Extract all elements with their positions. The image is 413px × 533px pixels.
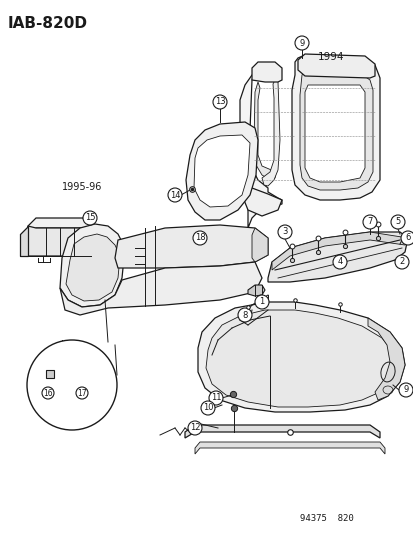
Polygon shape	[60, 224, 125, 307]
Polygon shape	[271, 232, 407, 270]
Text: 7: 7	[366, 217, 372, 227]
Polygon shape	[240, 68, 281, 228]
Polygon shape	[46, 370, 54, 378]
Polygon shape	[247, 285, 264, 296]
Polygon shape	[267, 232, 407, 282]
Polygon shape	[252, 228, 267, 262]
Text: 4: 4	[337, 257, 342, 266]
Circle shape	[27, 340, 117, 430]
Circle shape	[277, 225, 291, 239]
Polygon shape	[304, 85, 364, 182]
Text: 17: 17	[77, 389, 87, 398]
Circle shape	[237, 308, 252, 322]
Polygon shape	[185, 122, 257, 220]
Polygon shape	[299, 70, 372, 190]
Text: 1994: 1994	[317, 52, 344, 62]
Text: 1995-96: 1995-96	[62, 182, 102, 192]
Polygon shape	[243, 188, 281, 216]
Circle shape	[83, 211, 97, 225]
Circle shape	[398, 383, 412, 397]
Circle shape	[76, 387, 88, 399]
Polygon shape	[185, 425, 379, 438]
Polygon shape	[195, 442, 384, 454]
Polygon shape	[28, 226, 91, 256]
Polygon shape	[297, 54, 374, 78]
Text: 18: 18	[194, 233, 205, 243]
Circle shape	[192, 231, 206, 245]
Polygon shape	[254, 82, 275, 180]
Polygon shape	[367, 318, 404, 400]
Text: 11: 11	[210, 393, 221, 402]
Polygon shape	[60, 262, 261, 315]
Text: 8: 8	[242, 311, 247, 319]
Circle shape	[294, 36, 308, 50]
Polygon shape	[197, 302, 404, 412]
Polygon shape	[194, 135, 249, 207]
Text: 12: 12	[189, 424, 200, 432]
Text: IAB-820D: IAB-820D	[8, 16, 88, 31]
Polygon shape	[66, 234, 120, 301]
Text: 1: 1	[259, 297, 264, 306]
Text: 94375  820: 94375 820	[299, 514, 353, 523]
Circle shape	[209, 391, 223, 405]
Circle shape	[254, 295, 268, 309]
Circle shape	[212, 95, 226, 109]
Polygon shape	[261, 78, 279, 186]
Text: 9: 9	[402, 385, 408, 394]
Text: 14: 14	[169, 190, 180, 199]
Text: 16: 16	[43, 389, 53, 398]
Polygon shape	[252, 62, 281, 82]
Text: 9: 9	[299, 38, 304, 47]
Text: 10: 10	[202, 403, 213, 413]
Polygon shape	[291, 55, 379, 200]
Circle shape	[188, 421, 202, 435]
Polygon shape	[20, 226, 28, 256]
Text: 15: 15	[85, 214, 95, 222]
Circle shape	[201, 401, 214, 415]
Circle shape	[390, 215, 404, 229]
Text: 6: 6	[404, 233, 410, 243]
Circle shape	[400, 231, 413, 245]
Circle shape	[42, 387, 54, 399]
Polygon shape	[115, 225, 267, 268]
Text: 3: 3	[282, 228, 287, 237]
Circle shape	[332, 255, 346, 269]
Text: 13: 13	[214, 98, 225, 107]
Circle shape	[394, 255, 408, 269]
Text: 5: 5	[394, 217, 400, 227]
Circle shape	[362, 215, 376, 229]
Polygon shape	[28, 218, 91, 234]
Polygon shape	[206, 310, 394, 407]
Circle shape	[168, 188, 182, 202]
Text: 2: 2	[399, 257, 404, 266]
